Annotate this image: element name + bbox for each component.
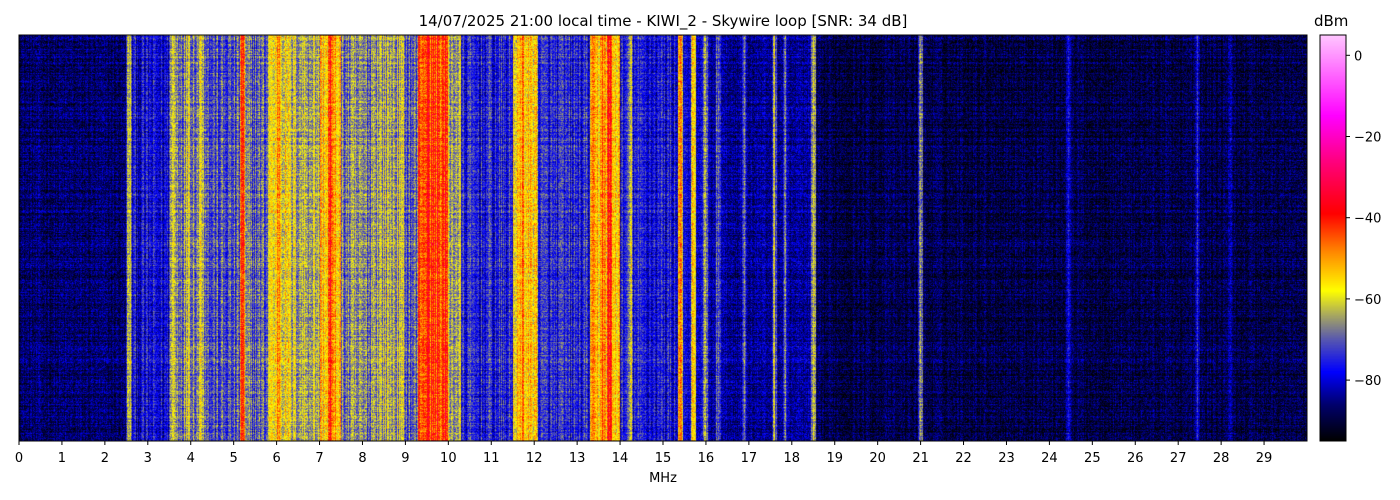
colorbar-tick-label: 0 bbox=[1354, 49, 1362, 64]
x-tick-label: 4 bbox=[187, 451, 195, 466]
x-tick-label: 23 bbox=[998, 451, 1015, 466]
x-tick-label: 28 bbox=[1213, 451, 1230, 466]
colorbar-ticks: 0 −20 −40 −60 −80 bbox=[1346, 49, 1381, 389]
colorbar-tick-label: −40 bbox=[1354, 212, 1381, 227]
chart-title: 14/07/2025 21:00 local time - KIWI_2 - S… bbox=[418, 12, 908, 30]
x-tick-label: 29 bbox=[1256, 451, 1273, 466]
x-tick-label: 26 bbox=[1127, 451, 1144, 466]
x-tick-label: 17 bbox=[741, 451, 758, 466]
x-tick-label: 22 bbox=[955, 451, 972, 466]
x-tick-label: 12 bbox=[526, 451, 543, 466]
x-tick-label: 21 bbox=[912, 451, 929, 466]
colorbar-frame bbox=[1319, 34, 1347, 442]
x-tick-label: 14 bbox=[612, 451, 629, 466]
x-tick-label: 11 bbox=[483, 451, 500, 466]
x-tick-label: 27 bbox=[1170, 451, 1187, 466]
plot-frame bbox=[18, 34, 1308, 442]
x-tick-label: 20 bbox=[869, 451, 886, 466]
x-tick-label: 6 bbox=[272, 451, 280, 466]
waterfall-heatmap bbox=[19, 35, 1307, 441]
x-tick-label: 0 bbox=[15, 451, 23, 466]
x-tick-label: 16 bbox=[698, 451, 715, 466]
x-tick-label: 9 bbox=[401, 451, 409, 466]
x-tick-label: 25 bbox=[1084, 451, 1101, 466]
x-tick-label: 8 bbox=[358, 451, 366, 466]
x-tick-label: 2 bbox=[101, 451, 109, 466]
colorbar-tick-label: −20 bbox=[1354, 131, 1381, 146]
x-tick-label: 5 bbox=[230, 451, 238, 466]
x-tick-label: 7 bbox=[315, 451, 323, 466]
x-tick-label: 10 bbox=[440, 451, 457, 466]
x-tick-label: 19 bbox=[826, 451, 843, 466]
x-tick-label: 1 bbox=[58, 451, 66, 466]
colorbar-label: dBm bbox=[1314, 12, 1349, 30]
colorbar bbox=[1320, 35, 1346, 441]
x-tick-label: 13 bbox=[569, 451, 586, 466]
x-tick-label: 15 bbox=[655, 451, 672, 466]
x-tick-label: 3 bbox=[144, 451, 152, 466]
x-ticks: 0 1 2 3 4 5 6 7 8 9 10 11 12 13 14 15 16 17 18 19 20 21 22 23 24… bbox=[15, 441, 1272, 466]
colorbar-tick-label: −60 bbox=[1354, 293, 1381, 308]
x-axis-label: MHz bbox=[649, 471, 677, 486]
colorbar-tick-label: −80 bbox=[1354, 374, 1381, 389]
x-tick-label: 24 bbox=[1041, 451, 1058, 466]
x-tick-label: 18 bbox=[784, 451, 801, 466]
